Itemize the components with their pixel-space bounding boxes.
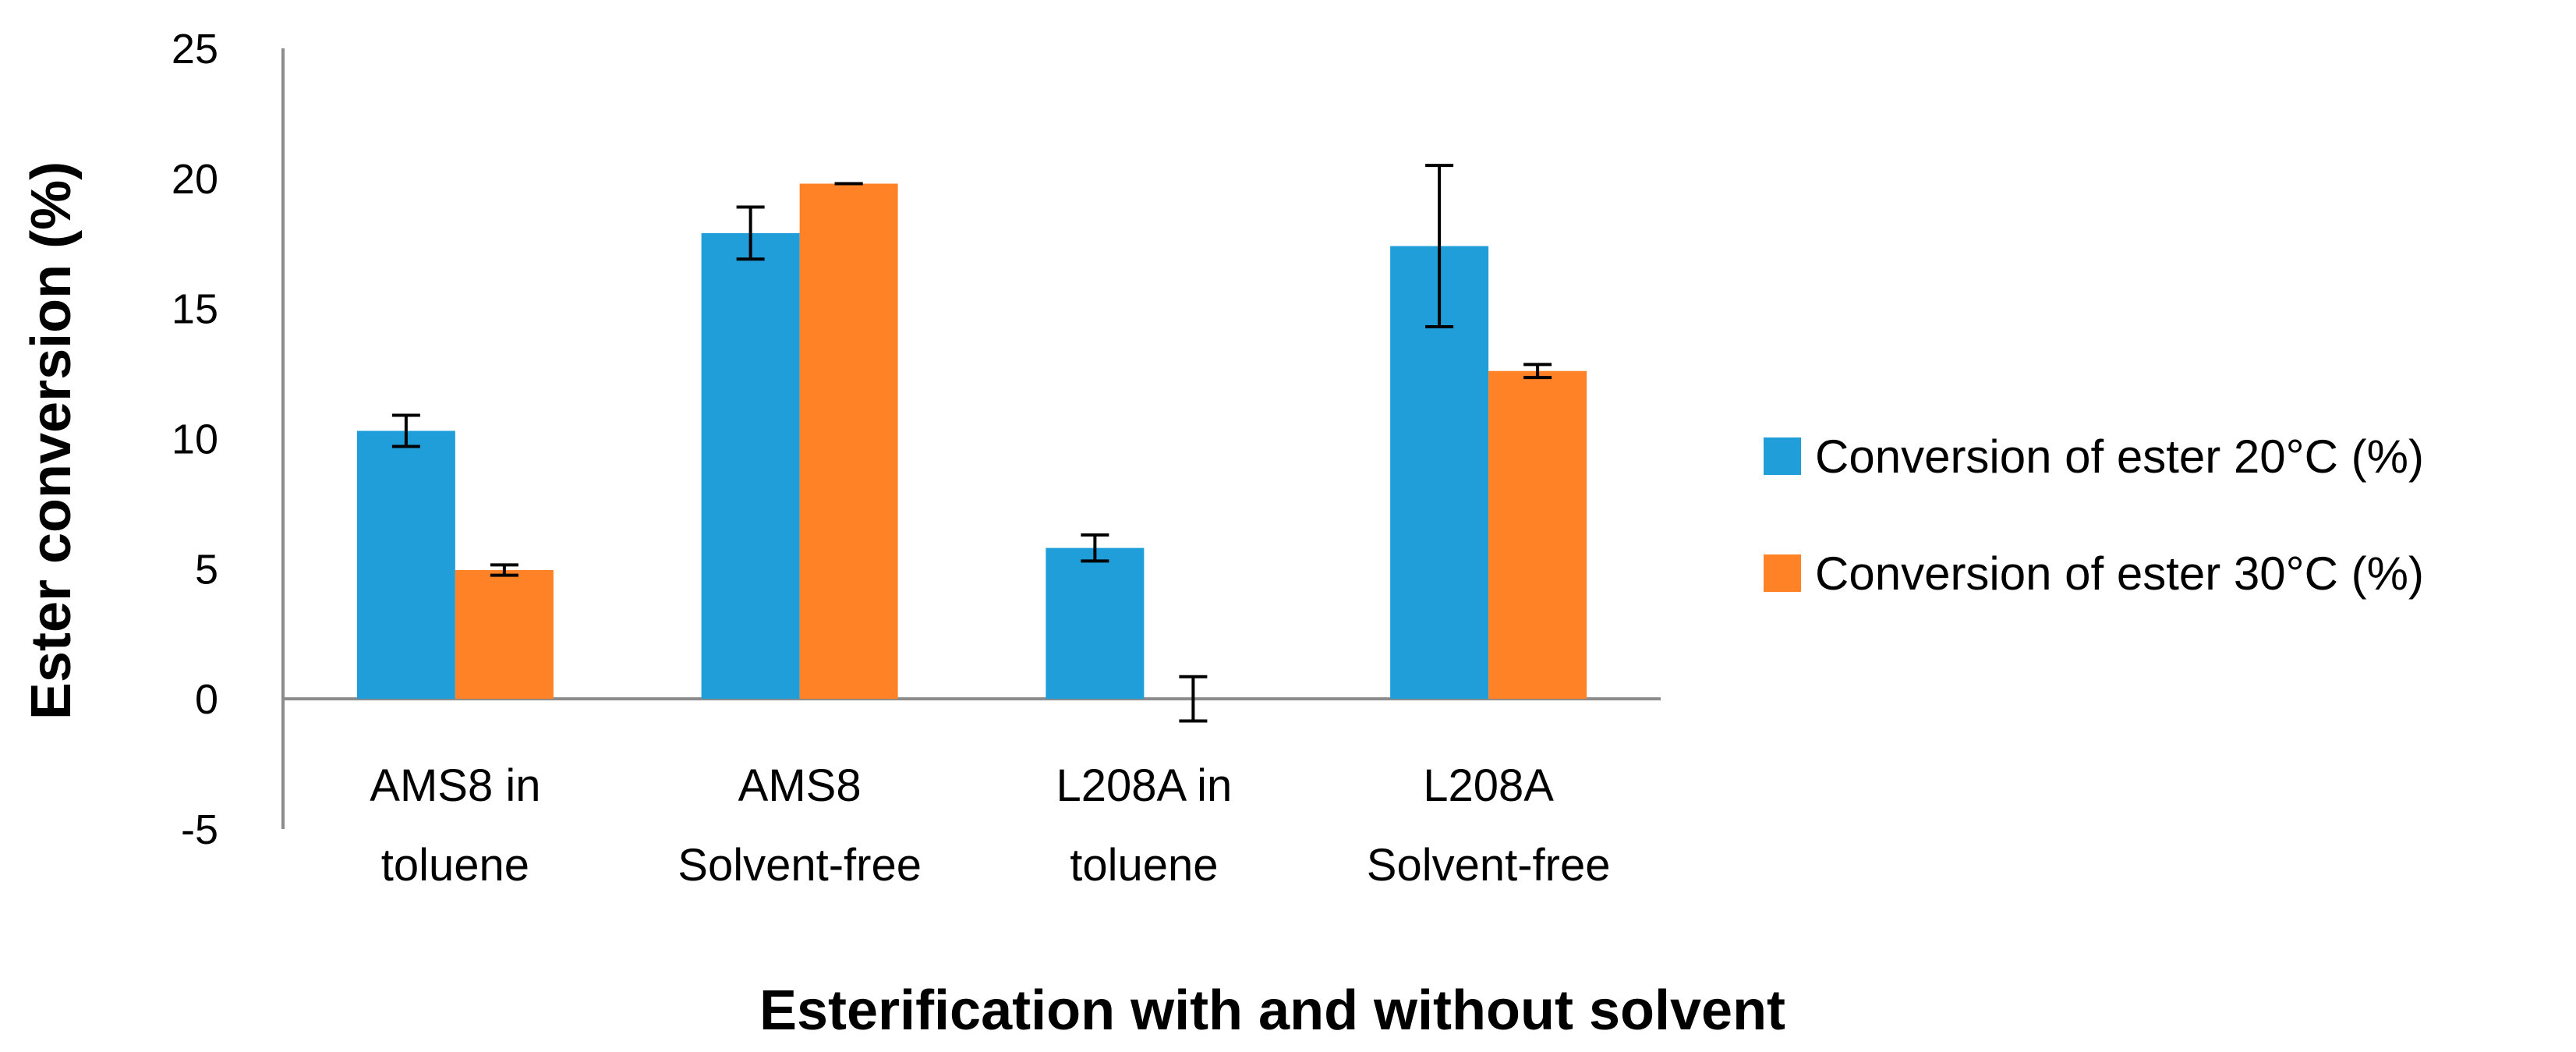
category-label: Solvent-free — [1367, 840, 1611, 891]
legend-label-30c: Conversion of ester 30°C (%) — [1815, 547, 2424, 600]
bar-30c — [455, 570, 554, 700]
bars — [356, 183, 1587, 700]
category-labels: AMS8 in toluene AMS8 Solvent-free L208A in to… — [370, 760, 1610, 891]
category-label: AMS8 — [738, 760, 862, 811]
bar-20c — [1046, 547, 1145, 700]
legend-label-20c: Conversion of ester 20°C (%) — [1815, 430, 2424, 483]
category-label: toluene — [1070, 840, 1218, 891]
y-tick-label: 20 — [172, 156, 218, 203]
y-tick-label: 0 — [195, 676, 218, 723]
y-tick-label: -5 — [181, 806, 218, 853]
error-bar — [391, 413, 420, 448]
bar-30c — [1488, 370, 1587, 700]
category-label: Solvent-free — [678, 840, 922, 891]
y-axis-title: Ester conversion (%) — [20, 161, 83, 720]
y-tick-label: 15 — [172, 286, 218, 333]
error-bar — [1425, 164, 1454, 329]
legend: Conversion of ester 20°C (%) Conversion … — [1764, 430, 2424, 600]
y-axis-ticks: -5 0 5 10 15 20 25 — [172, 26, 218, 853]
category-label: AMS8 in — [370, 760, 540, 811]
category-label: toluene — [381, 840, 529, 891]
y-tick-label: 10 — [172, 416, 218, 463]
legend-swatch-30c — [1764, 554, 1801, 592]
error-bar — [490, 563, 518, 577]
x-axis-title: Esterification with and without solvent — [759, 979, 1785, 1042]
bar-20c — [701, 232, 800, 700]
bar-20c — [356, 430, 455, 700]
bar-30c — [799, 183, 898, 700]
category-label: L208A in — [1056, 760, 1232, 811]
error-bar — [1081, 533, 1109, 563]
legend-swatch-20c — [1764, 437, 1801, 475]
y-tick-label: 25 — [172, 26, 218, 73]
error-bar — [1523, 363, 1552, 380]
category-label: L208A — [1423, 760, 1554, 811]
error-bars — [391, 164, 1552, 723]
error-bar — [1179, 675, 1208, 723]
error-bar — [736, 205, 765, 261]
y-tick-label: 5 — [195, 546, 218, 593]
